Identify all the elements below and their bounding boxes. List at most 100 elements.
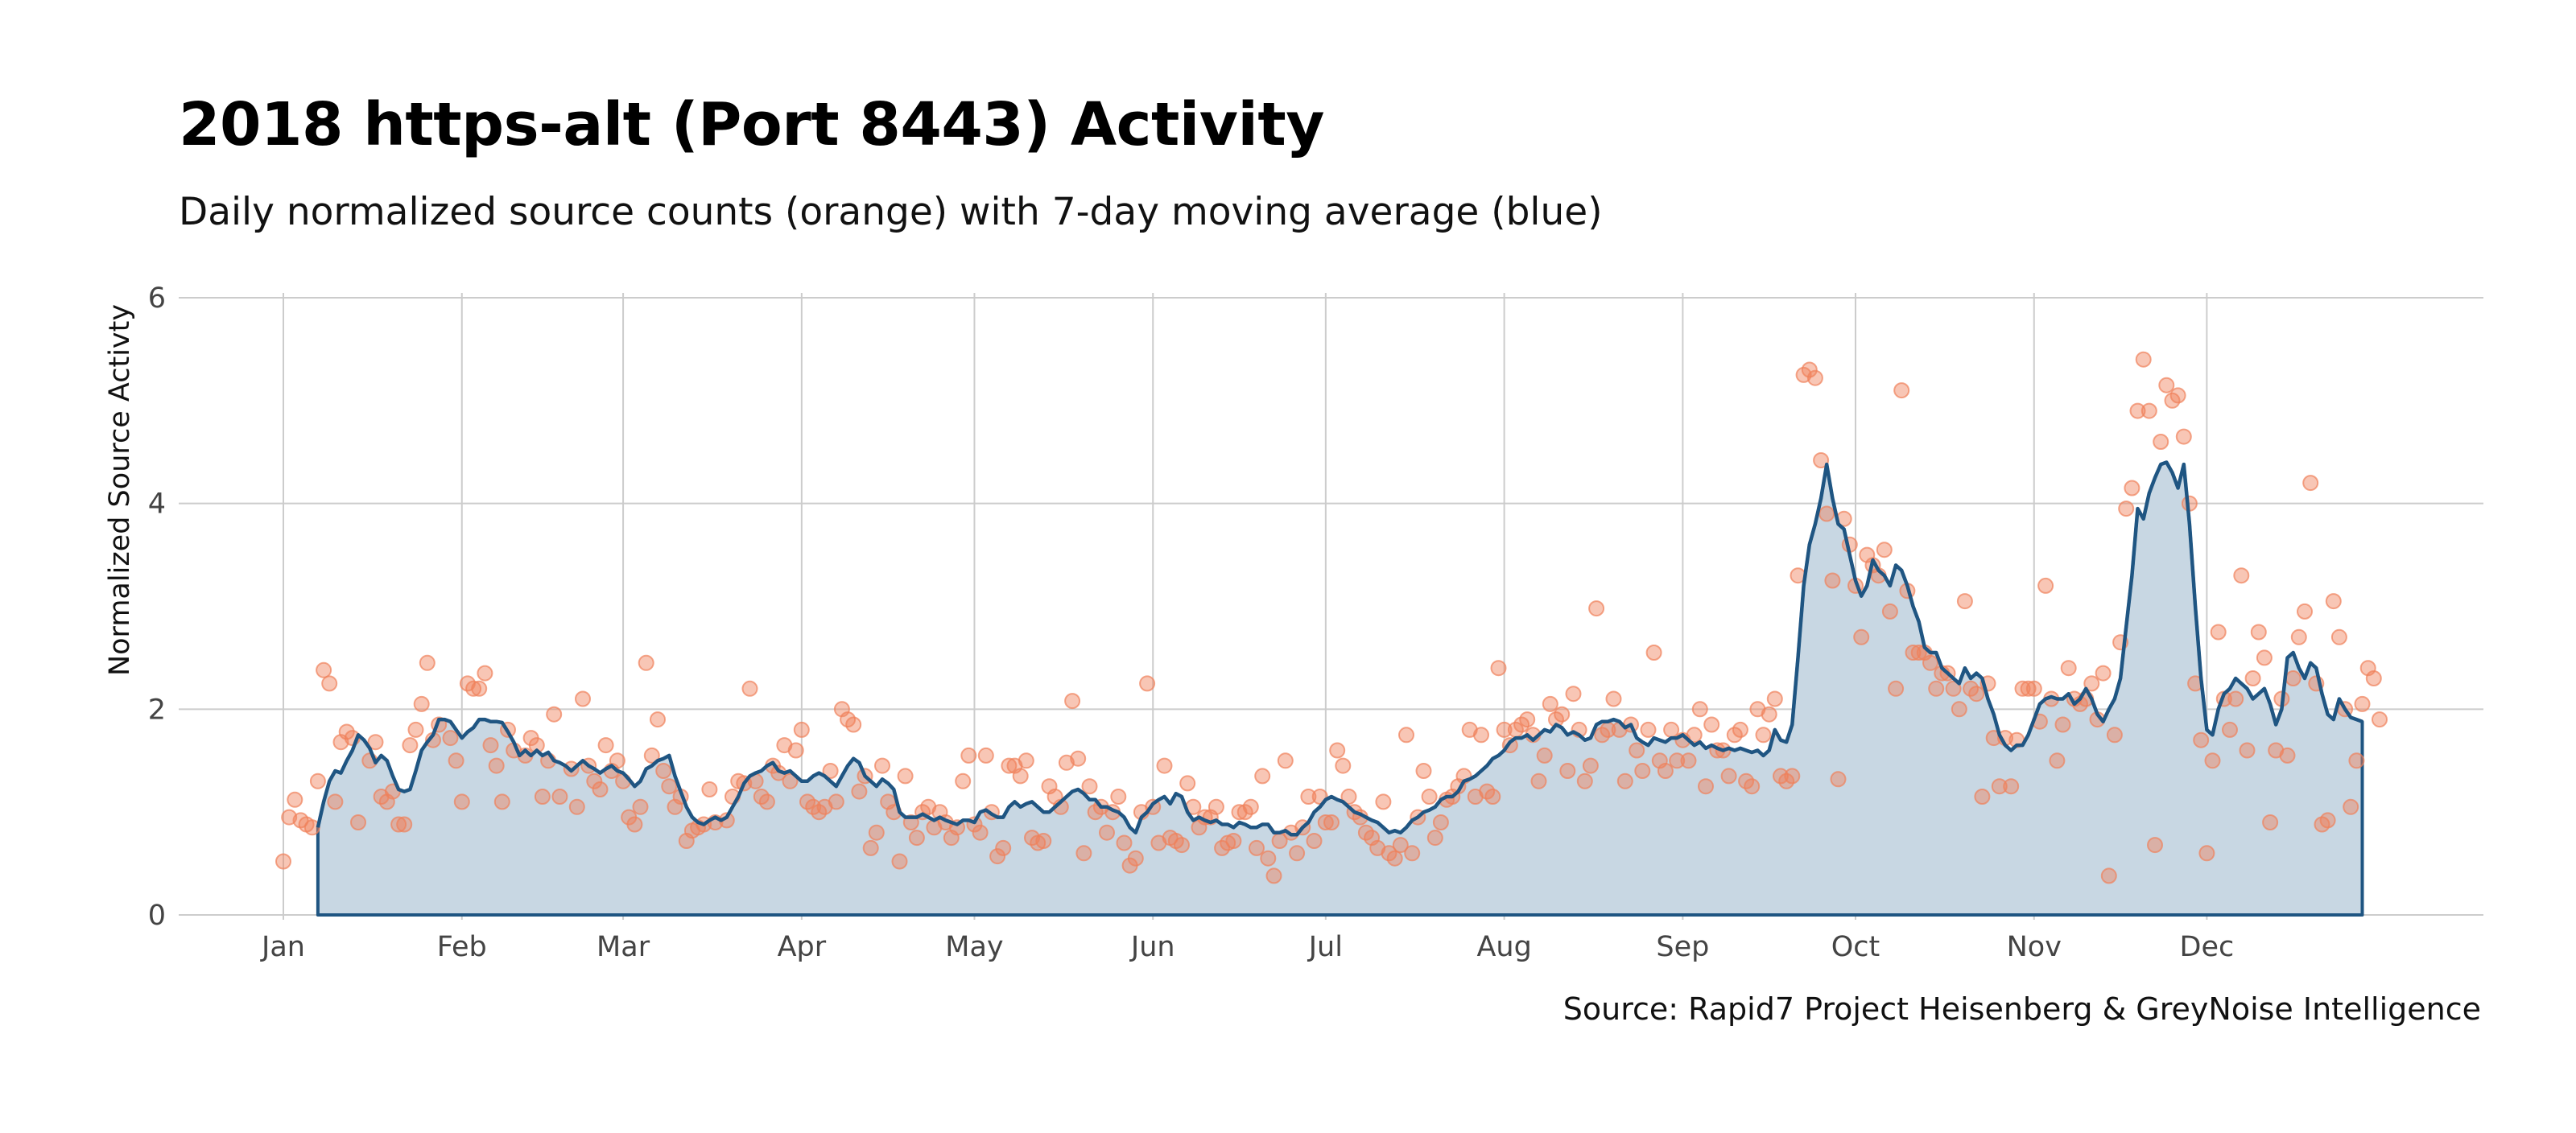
daily-point — [2083, 675, 2100, 692]
daily-point — [309, 772, 326, 789]
daily-point — [960, 747, 977, 764]
daily-point — [2262, 814, 2279, 830]
daily-point — [845, 716, 862, 733]
daily-point — [1156, 757, 1173, 774]
daily-point — [1001, 757, 1018, 774]
daily-point — [402, 737, 419, 754]
daily-point — [453, 793, 470, 810]
daily-point — [626, 816, 643, 833]
daily-point — [977, 747, 994, 764]
daily-point — [1680, 752, 1697, 769]
daily-point — [1225, 833, 1242, 849]
daily-point — [1075, 845, 1092, 862]
y-tick-label: 4 — [148, 488, 166, 521]
daily-point — [597, 737, 614, 754]
daily-point — [1335, 757, 1352, 774]
daily-point — [2037, 577, 2054, 594]
daily-point — [316, 661, 332, 678]
daily-point — [2204, 752, 2221, 769]
daily-point — [1663, 721, 1680, 738]
daily-point — [493, 793, 510, 810]
daily-point — [338, 723, 355, 740]
y-tick-label: 6 — [148, 282, 166, 315]
daily-point — [989, 848, 1006, 865]
daily-point — [2198, 845, 2215, 862]
x-tick-label: Sep — [1656, 931, 1709, 963]
daily-point — [828, 793, 844, 810]
daily-point — [1645, 645, 1662, 661]
daily-point — [1404, 845, 1421, 862]
daily-point — [1945, 680, 1962, 697]
daily-point — [2147, 837, 2163, 854]
daily-point — [1110, 789, 1127, 805]
x-tick-label: Feb — [437, 931, 487, 963]
daily-point — [1956, 593, 1973, 610]
y-axis: 0 2 4 6 — [148, 282, 166, 932]
daily-point — [1421, 789, 1438, 805]
moving-average-line — [316, 460, 2363, 837]
daily-point — [1922, 654, 1938, 671]
x-tick-label: Nov — [2007, 931, 2062, 963]
daily-point — [2003, 778, 2020, 795]
daily-point — [1968, 686, 1985, 702]
daily-point — [995, 839, 1012, 856]
daily-point — [1691, 701, 1708, 718]
daily-point — [2222, 721, 2238, 738]
daily-point — [2025, 680, 2042, 697]
daily-point — [1536, 747, 1553, 764]
daily-point — [1686, 727, 1703, 744]
daily-point — [1398, 727, 1414, 744]
daily-point — [2290, 628, 2307, 645]
daily-point — [1208, 798, 1224, 815]
daily-point — [442, 730, 459, 747]
daily-point — [638, 654, 654, 671]
daily-point — [1432, 814, 1449, 830]
daily-point — [1139, 675, 1156, 692]
daily-point — [787, 742, 804, 759]
daily-point — [568, 798, 585, 815]
daily-point — [1375, 793, 1392, 810]
daily-point — [1974, 789, 1991, 805]
daily-point — [1265, 867, 1282, 884]
daily-point — [1386, 850, 1403, 867]
daily-point — [2354, 695, 2371, 712]
daily-point — [1784, 768, 1801, 785]
daily-point — [2124, 480, 2140, 496]
daily-point — [321, 675, 338, 692]
y-tick-label: 2 — [148, 694, 166, 726]
daily-point — [2233, 567, 2250, 584]
daily-point — [2285, 670, 2301, 686]
source-caption: Source: Rapid7 Project Heisenberg & Grey… — [1563, 991, 2481, 1027]
daily-point — [586, 772, 603, 789]
daily-point — [1605, 690, 1622, 707]
daily-point — [2169, 387, 2186, 404]
daily-point — [1070, 750, 1087, 767]
daily-point — [419, 654, 436, 671]
daily-point — [1830, 771, 1847, 788]
daily-point — [367, 734, 384, 751]
daily-point — [1928, 680, 1945, 697]
daily-point — [1559, 763, 1576, 779]
daily-point — [822, 763, 839, 779]
daily-point — [701, 781, 718, 797]
moving-average-area — [316, 460, 2364, 917]
daily-point — [874, 757, 890, 774]
daily-point — [1565, 686, 1582, 702]
daily-point — [1634, 763, 1651, 779]
daily-point — [1818, 505, 1835, 522]
daily-point — [1813, 452, 1830, 468]
daily-point — [2118, 501, 2135, 517]
daily-point — [575, 690, 591, 707]
daily-point — [2227, 690, 2244, 707]
x-tick-label: Jun — [1129, 931, 1175, 963]
daily-point — [1306, 833, 1323, 849]
daily-point — [1761, 706, 1777, 723]
daily-point — [2014, 680, 2031, 697]
daily-point — [1519, 711, 1536, 728]
daily-point — [1099, 824, 1115, 841]
daily-point — [488, 757, 505, 774]
daily-point — [2239, 742, 2256, 759]
daily-point — [546, 706, 563, 723]
daily-point — [1881, 603, 1898, 620]
